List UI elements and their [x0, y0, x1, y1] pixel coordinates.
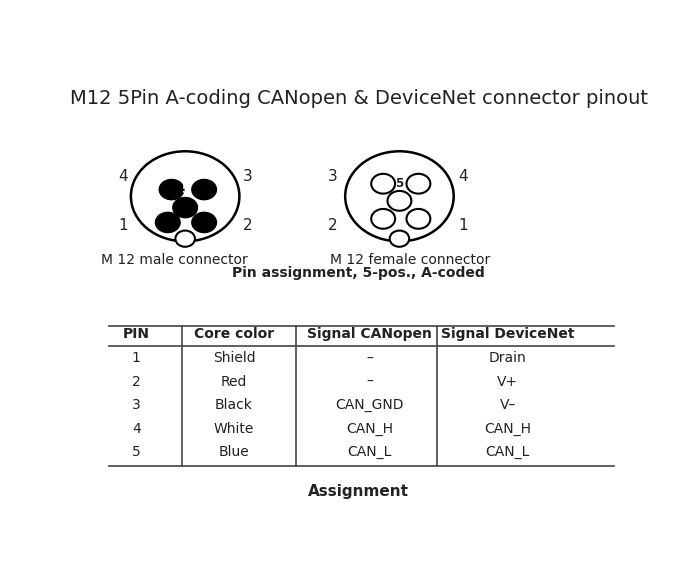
Text: Red: Red — [220, 375, 247, 389]
Text: 5: 5 — [181, 183, 189, 196]
Text: 3: 3 — [243, 168, 253, 184]
Text: Black: Black — [215, 398, 253, 412]
Text: Blue: Blue — [218, 445, 249, 459]
Text: Pin assignment, 5-pos., A-coded: Pin assignment, 5-pos., A-coded — [232, 266, 485, 280]
Text: V+: V+ — [498, 375, 519, 389]
Text: CAN_L: CAN_L — [347, 445, 392, 459]
Text: 4: 4 — [458, 168, 468, 184]
Circle shape — [345, 152, 454, 242]
Circle shape — [407, 174, 430, 194]
Text: CAN_H: CAN_H — [484, 422, 531, 436]
Circle shape — [390, 230, 410, 247]
Circle shape — [407, 209, 430, 229]
Text: Drain: Drain — [489, 352, 527, 366]
Text: 2: 2 — [243, 218, 252, 233]
Text: –: – — [366, 352, 373, 366]
Text: Signal DeviceNet: Signal DeviceNet — [441, 326, 575, 340]
Circle shape — [131, 152, 239, 242]
Circle shape — [155, 212, 181, 233]
Text: M 12 male connector: M 12 male connector — [101, 253, 248, 267]
Text: Core color: Core color — [194, 326, 274, 340]
Circle shape — [191, 212, 217, 233]
Text: 4: 4 — [118, 168, 127, 184]
Text: Shield: Shield — [213, 352, 255, 366]
Text: PIN: PIN — [122, 326, 150, 340]
Text: CAN_L: CAN_L — [486, 445, 530, 459]
Circle shape — [371, 174, 395, 194]
Text: M 12 female connector: M 12 female connector — [330, 253, 491, 267]
Text: White: White — [214, 422, 254, 436]
Text: CAN_GND: CAN_GND — [335, 398, 404, 412]
Text: 2: 2 — [328, 218, 337, 233]
Text: Signal CANopen: Signal CANopen — [307, 326, 432, 340]
Text: V–: V– — [500, 398, 516, 412]
Text: –: – — [366, 375, 373, 389]
Text: 3: 3 — [328, 168, 337, 184]
Circle shape — [191, 179, 217, 201]
Text: 1: 1 — [132, 352, 141, 366]
Circle shape — [388, 191, 412, 211]
Circle shape — [172, 197, 198, 218]
Circle shape — [176, 230, 195, 247]
Text: 1: 1 — [458, 218, 468, 233]
Text: CAN_H: CAN_H — [346, 422, 393, 436]
Text: 1: 1 — [118, 218, 127, 233]
Text: 5: 5 — [132, 445, 141, 459]
Text: Assignment: Assignment — [308, 484, 410, 499]
Text: 2: 2 — [132, 375, 141, 389]
Circle shape — [371, 209, 395, 229]
Text: 4: 4 — [132, 422, 141, 436]
Text: M12 5Pin A-coding CANopen & DeviceNet connector pinout: M12 5Pin A-coding CANopen & DeviceNet co… — [70, 89, 648, 108]
Text: 5: 5 — [395, 177, 404, 190]
Circle shape — [159, 179, 185, 201]
Text: 3: 3 — [132, 398, 141, 412]
